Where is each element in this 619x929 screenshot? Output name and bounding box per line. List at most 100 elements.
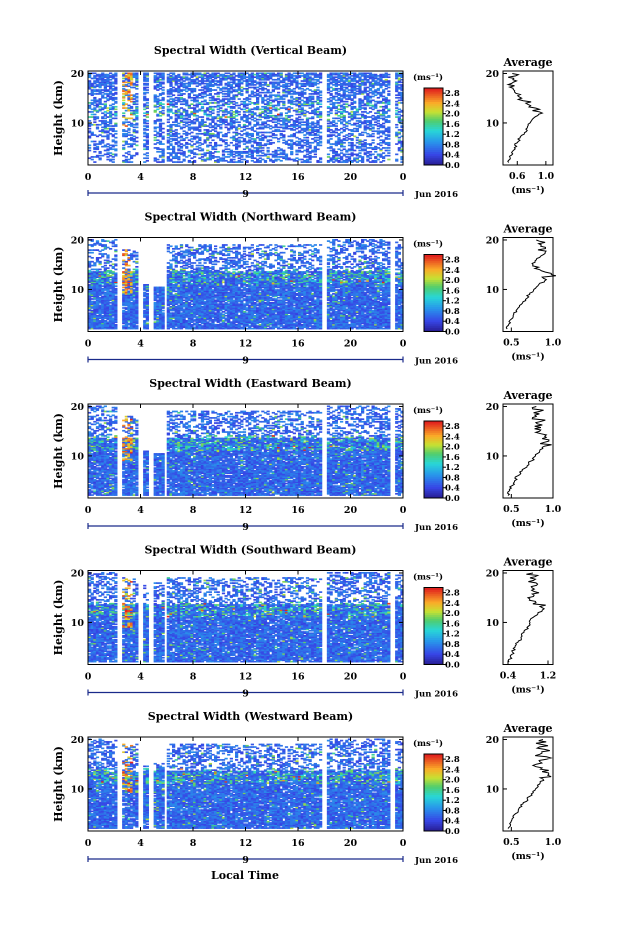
heatmap-cell (162, 148, 165, 150)
heatmap-cell (135, 88, 138, 90)
heatmap-cell (232, 159, 235, 161)
heatmap-cell (93, 141, 96, 143)
heatmap-cell (180, 136, 183, 138)
heatmap-cell (162, 92, 165, 94)
heatmap-cell (101, 139, 104, 141)
heatmap-cell (99, 157, 102, 159)
heatmap-cell (114, 78, 117, 80)
heatmap-cell (127, 151, 130, 153)
heatmap-cell (193, 156, 196, 158)
heatmap-cell (114, 109, 117, 111)
heatmap-cell (219, 132, 222, 134)
heatmap-cell (112, 128, 115, 130)
heatmap-cell (162, 128, 165, 130)
heatmap-cell (162, 159, 165, 161)
heatmap-cell (146, 89, 149, 91)
heatmap-cell (209, 142, 212, 144)
heatmap-cell (214, 148, 217, 150)
heatmap-cell (146, 102, 149, 104)
heatmap-cell (162, 110, 165, 112)
heatmap-cell (162, 97, 165, 99)
heatmap-cell (146, 146, 149, 148)
heatmap-cell (114, 133, 117, 135)
heatmap-cell (127, 89, 130, 91)
heatmap-cell (146, 116, 149, 118)
heatmap-cell (183, 151, 186, 153)
heatmap-cell (114, 137, 117, 139)
heatmap-cell (93, 161, 96, 163)
heatmap-cell (172, 146, 175, 148)
heatmap-cell (146, 120, 149, 122)
heatmap-cell (259, 119, 262, 121)
heatmap-cell (135, 115, 138, 117)
heatmap-cell (211, 109, 214, 111)
heatmap-cell (122, 112, 125, 114)
heatmap-cell (135, 96, 138, 98)
heatmap-cell (190, 132, 193, 134)
heatmap-cell (146, 125, 149, 127)
heatmap-cell (211, 112, 214, 114)
heatmap-cell (146, 92, 149, 94)
heatmap-cell (135, 100, 138, 102)
panel-title: Spectral Width (Vertical Beam) (154, 44, 347, 57)
heatmap-cell (201, 116, 204, 118)
heatmap-cell (162, 143, 165, 145)
heatmap-cell (211, 139, 214, 141)
heatmap-cell (251, 145, 254, 147)
heatmap-cell (256, 106, 259, 108)
heatmap-cell (253, 112, 256, 114)
heatmap-cell (112, 161, 115, 163)
heatmap-cell (162, 72, 165, 74)
heatmap-cell (162, 112, 165, 114)
heatmap-cell (185, 137, 188, 139)
heatmap-cell (198, 129, 201, 131)
heatmap-cell (93, 151, 96, 153)
heatmap-cell (175, 129, 178, 131)
heatmap-cell (146, 78, 149, 80)
heatmap-cell (109, 111, 112, 113)
heatmap-cell (114, 101, 117, 103)
heatmap-cell (135, 72, 138, 74)
heatmap-cell (238, 145, 241, 147)
heatmap-cell (146, 123, 149, 125)
heatmap-cell (114, 118, 117, 120)
heatmap-cell (114, 123, 117, 125)
heatmap-cell (172, 72, 175, 74)
heatmap-cell (238, 98, 241, 100)
heatmap-cell (185, 146, 188, 148)
heatmap-cell (201, 106, 204, 108)
panels-group: Spectral Width (Vertical Beam)2010Height… (52, 44, 562, 866)
heatmap-cell (135, 130, 138, 132)
heatmap-cell (114, 154, 117, 156)
heatmap-cell (214, 89, 217, 91)
heatmap-cell (114, 97, 117, 99)
heatmap-cell (225, 109, 228, 111)
heatmap-cell (114, 141, 117, 143)
heatmap-cell (222, 154, 225, 156)
heatmap-cell (172, 94, 175, 96)
heatmap-cell (209, 93, 212, 95)
heatmap-cell (167, 114, 170, 116)
heatmap-cell (225, 119, 228, 121)
heatmap-cell (251, 133, 254, 135)
heatmap-cell (235, 119, 238, 121)
spectral-width-figure: Spectral Width (Vertical Beam)2010Height… (0, 0, 619, 929)
heatmap-cell (125, 156, 128, 158)
heatmap-cell (240, 155, 243, 157)
heatmap-cell (146, 133, 149, 135)
heatmap-cell (135, 84, 138, 86)
heatmap-cell (146, 111, 149, 113)
heatmap-cell (159, 141, 162, 143)
heatmap-cell (256, 121, 259, 123)
heatmap-cell (130, 161, 133, 163)
heatmap-cell (238, 114, 241, 116)
heatmap-cell (146, 83, 149, 85)
heatmap-cell (175, 106, 178, 108)
heatmap-cell (246, 146, 249, 148)
heatmap-cell (93, 121, 96, 123)
heatmap-cell (146, 157, 149, 159)
heatmap-cell (217, 114, 220, 116)
heatmap-cell (114, 148, 117, 150)
heatmap-cell (177, 156, 180, 158)
heatmap-cell (91, 132, 94, 134)
